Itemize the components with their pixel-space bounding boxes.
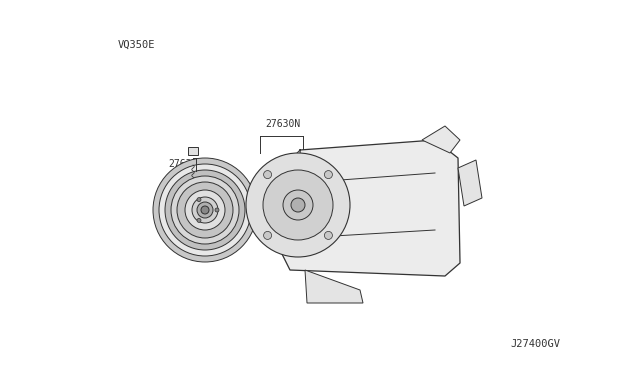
Circle shape (185, 190, 225, 230)
Polygon shape (422, 126, 460, 153)
Circle shape (153, 158, 257, 262)
Circle shape (199, 204, 211, 216)
Circle shape (324, 171, 332, 179)
Circle shape (246, 153, 350, 257)
Text: 27630N: 27630N (265, 119, 300, 129)
Circle shape (201, 206, 209, 214)
Polygon shape (277, 150, 303, 206)
Circle shape (192, 197, 218, 223)
Circle shape (284, 180, 296, 192)
Circle shape (291, 198, 305, 212)
Circle shape (177, 182, 233, 238)
Circle shape (283, 190, 313, 220)
Circle shape (264, 171, 271, 179)
Circle shape (165, 170, 245, 250)
Polygon shape (305, 270, 363, 303)
Circle shape (215, 208, 219, 212)
Circle shape (263, 170, 333, 240)
Text: VQ350E: VQ350E (118, 40, 156, 50)
Circle shape (159, 164, 251, 256)
Text: 27633: 27633 (168, 159, 197, 169)
Circle shape (264, 231, 271, 240)
FancyBboxPatch shape (188, 147, 198, 155)
Circle shape (197, 198, 201, 202)
Polygon shape (280, 140, 460, 276)
Circle shape (197, 218, 201, 222)
Text: J27400GV: J27400GV (510, 339, 560, 349)
Polygon shape (458, 160, 482, 206)
Circle shape (324, 231, 332, 240)
Circle shape (197, 202, 213, 218)
Circle shape (171, 176, 239, 244)
